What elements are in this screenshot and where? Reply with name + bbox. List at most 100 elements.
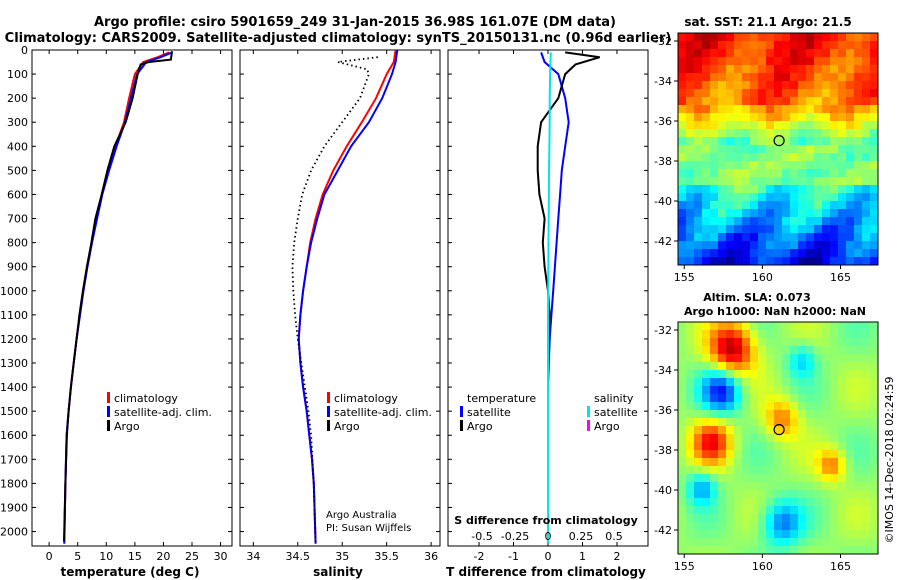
sla-cell — [846, 546, 855, 555]
sla-cell — [718, 522, 727, 531]
sla-cell — [678, 450, 687, 459]
sst-cell — [702, 193, 711, 202]
sla-cell — [734, 466, 743, 475]
sst-cell — [694, 89, 703, 98]
sst-cell — [766, 33, 775, 42]
sla-cell — [862, 522, 871, 531]
sla-cell — [782, 530, 791, 539]
sst-cell — [718, 257, 727, 266]
sla-cell — [798, 394, 807, 403]
sla-cell — [870, 522, 879, 531]
sla-cell — [766, 530, 775, 539]
x-tick-label: 34 — [246, 550, 260, 563]
sla-cell — [854, 370, 863, 379]
sst-cell — [726, 97, 735, 106]
sst-cell — [766, 129, 775, 138]
sla-cell — [846, 346, 855, 355]
sst-cell — [718, 73, 727, 82]
sst-cell — [710, 185, 719, 194]
sst-map-cells — [678, 33, 879, 266]
sst-cell — [758, 65, 767, 74]
sst-cell — [694, 33, 703, 42]
sst-cell — [782, 241, 791, 250]
sst-cell — [758, 241, 767, 250]
sla-cell — [854, 522, 863, 531]
sst-cell — [806, 113, 815, 122]
sla-cell — [806, 354, 815, 363]
sst-cell — [710, 49, 719, 58]
sst-cell — [678, 249, 687, 258]
sla-cell — [854, 538, 863, 547]
sst-cell — [806, 177, 815, 186]
sla-cell — [710, 514, 719, 523]
sla-cell — [822, 530, 831, 539]
sla-cell — [686, 498, 695, 507]
sst-cell — [862, 185, 871, 194]
sst-cell — [686, 33, 695, 42]
sst-cell — [750, 49, 759, 58]
sst-cell — [782, 41, 791, 50]
depth-tick-label: 2000 — [0, 526, 28, 539]
sst-cell — [822, 193, 831, 202]
sst-cell — [734, 169, 743, 178]
sst-cell — [766, 57, 775, 66]
sla-cell — [846, 450, 855, 459]
lat-tick-label: -42 — [654, 524, 672, 537]
legend-label-t-argo: Argo — [467, 420, 493, 433]
sla-cell — [686, 490, 695, 499]
sla-cell — [862, 378, 871, 387]
sla-cell — [694, 450, 703, 459]
sst-cell — [806, 169, 815, 178]
sla-cell — [742, 490, 751, 499]
sla-cell — [790, 530, 799, 539]
sst-cell — [862, 153, 871, 162]
sla-cell — [718, 386, 727, 395]
depth-tick-label: 400 — [7, 140, 28, 153]
sst-cell — [758, 257, 767, 266]
sst-cell — [790, 33, 799, 42]
sla-cell — [734, 418, 743, 427]
s-tick-label: 0.25 — [569, 530, 594, 543]
sst-cell — [742, 161, 751, 170]
sst-cell — [822, 169, 831, 178]
sst-cell — [790, 185, 799, 194]
sla-cell — [678, 506, 687, 515]
depth-axis: 0100200300400500600700800900100011001200… — [0, 44, 28, 539]
sla-cell — [782, 514, 791, 523]
sst-cell — [830, 225, 839, 234]
sst-cell — [862, 89, 871, 98]
sst-cell — [718, 89, 727, 98]
sla-cell — [678, 322, 687, 331]
sst-cell — [774, 97, 783, 106]
sst-cell — [734, 137, 743, 146]
sla-cell — [766, 370, 775, 379]
sla-cell — [678, 394, 687, 403]
sst-cell — [742, 81, 751, 90]
sla-cell — [782, 378, 791, 387]
sst-cell — [734, 97, 743, 106]
sla-cell — [710, 378, 719, 387]
sst-cell — [782, 217, 791, 226]
sst-cell — [742, 153, 751, 162]
sst-cell — [822, 233, 831, 242]
sla-cell — [854, 378, 863, 387]
sla-cell — [702, 362, 711, 371]
sla-cell — [766, 466, 775, 475]
sst-cell — [806, 57, 815, 66]
x-tick-label: -2 — [474, 550, 485, 563]
sst-cell — [758, 177, 767, 186]
sla-cell — [790, 322, 799, 331]
sst-cell — [782, 65, 791, 74]
sst-cell — [718, 33, 727, 42]
sst-cell — [838, 89, 847, 98]
sst-cell — [718, 129, 727, 138]
sla-cell — [870, 354, 879, 363]
lat-tick-label: -38 — [654, 444, 672, 457]
sla-cell — [838, 386, 847, 395]
sst-cell — [766, 113, 775, 122]
sla-cell — [814, 442, 823, 451]
sla-cell — [862, 354, 871, 363]
sst-cell — [822, 217, 831, 226]
sst-cell — [830, 193, 839, 202]
sla-cell — [790, 506, 799, 515]
